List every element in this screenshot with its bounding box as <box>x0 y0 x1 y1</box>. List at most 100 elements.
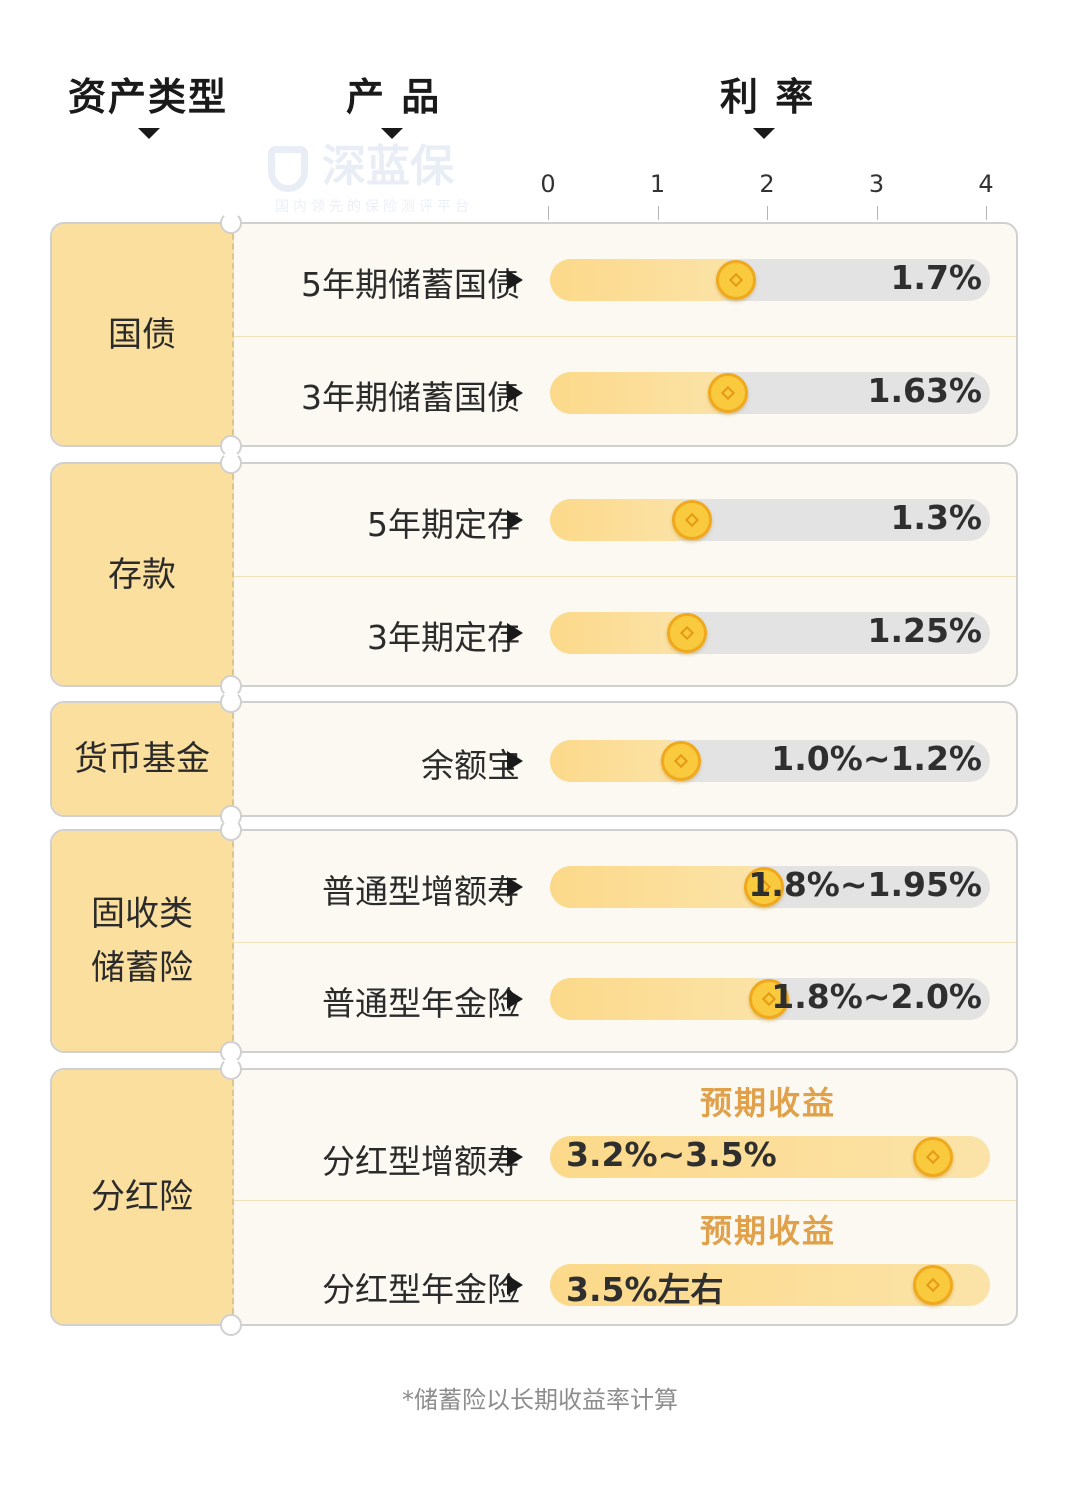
rate-axis: 0 1 2 3 4 <box>0 0 1080 230</box>
rate-bar <box>550 865 768 908</box>
product-name: 3年期定存 <box>367 617 520 657</box>
play-arrow-icon <box>507 622 523 643</box>
axis-tick-mark <box>657 206 659 220</box>
rate-bar-track <box>550 371 990 414</box>
rate-bar <box>550 259 741 301</box>
ticket-notch <box>220 819 242 841</box>
coin-marker-icon <box>672 500 713 540</box>
asset-group: 国债 5年期储蓄国债 1.7% 3年期储蓄国债 1.63% <box>50 212 1020 457</box>
product-name: 余额宝 <box>421 746 520 785</box>
axis-tick-label: 2 <box>759 170 775 198</box>
product-row: 预期收益分红型年金险 3.5%左右 <box>52 1200 1020 1328</box>
product-name: 分红型增额寿 <box>322 1142 520 1181</box>
rate-bar-track <box>550 1264 990 1306</box>
axis-tick-mark <box>548 206 549 220</box>
axis-tick-mark <box>986 206 987 220</box>
rate-value-label: 1.8%~1.95% <box>748 864 982 904</box>
watermark-logo: 深蓝保 <box>268 130 454 194</box>
rate-value-label: 1.0%~1.2% <box>771 739 982 778</box>
ticket-notch <box>220 212 242 234</box>
axis-tick-label: 4 <box>978 170 994 198</box>
coin-marker-icon <box>743 866 784 907</box>
header-rate: 利 率 <box>720 75 816 119</box>
row-divider <box>234 1200 1016 1201</box>
rate-bar-track <box>550 977 990 1020</box>
rate-bar <box>550 371 733 414</box>
play-arrow-icon <box>507 1147 523 1167</box>
play-arrow-icon <box>507 988 523 1009</box>
ticket-notch <box>220 1314 242 1336</box>
product-row: 3年期储蓄国债 1.63% <box>52 336 1020 449</box>
product-name: 普通型年金险 <box>322 983 520 1023</box>
play-arrow-icon <box>507 270 523 290</box>
coin-marker-icon <box>716 260 757 300</box>
play-arrow-icon <box>507 510 523 530</box>
product-row: 余额宝 1.0%~1.2% <box>52 703 1020 819</box>
ticket-notch <box>220 691 242 713</box>
product-name: 分红型年金险 <box>322 1270 520 1309</box>
coin-marker-icon <box>661 741 702 781</box>
axis-tick-label: 1 <box>649 170 666 198</box>
header-product-arrow-icon <box>381 128 403 139</box>
rate-value-label: 1.63% <box>867 370 983 410</box>
asset-category-label: 国债 <box>52 224 234 445</box>
coin-marker-icon <box>913 1137 954 1177</box>
rate-bar-track <box>550 259 990 301</box>
ticket-notch <box>220 1058 242 1080</box>
coin-marker-icon <box>749 978 789 1019</box>
expected-return-note: 预期收益 <box>700 1212 837 1250</box>
watermark-brand: 深蓝保 <box>322 141 454 192</box>
expected-return-note: 预期收益 <box>700 1084 837 1122</box>
asset-group: 分红险 预期收益 分红型增额寿 3.2%~3.5% 预期收益 分红型年金险 3.5%左右 <box>50 1058 1020 1336</box>
rate-bar <box>550 977 773 1020</box>
ticket-notch <box>220 452 242 474</box>
rate-value-label: 1.8%~2.0% <box>771 976 982 1016</box>
rate-value-label: 1.25% <box>867 610 983 650</box>
asset-group: 货币基金 余额宝 1.0%~1.2% <box>50 691 1020 827</box>
play-arrow-icon <box>507 751 523 771</box>
rate-value-label: 1.3% <box>890 498 982 537</box>
coin-marker-icon <box>913 1265 954 1305</box>
shield-icon <box>268 146 308 192</box>
rate-bar-track <box>550 865 990 908</box>
rate-value-label: 1.7% <box>890 258 982 297</box>
axis-tick-mark <box>767 206 768 220</box>
header-asset-type-arrow-icon <box>138 128 160 139</box>
asset-category-label: 存款 <box>52 464 234 685</box>
product-row: 3年期定存 1.25% <box>52 576 1020 689</box>
axis-tick-mark <box>876 206 878 220</box>
header-rate-arrow-icon <box>753 128 775 139</box>
rate-bar-track <box>550 1136 990 1178</box>
header-product: 产 品 <box>346 75 442 119</box>
row-divider <box>234 336 1016 337</box>
rate-bar-track <box>550 611 990 654</box>
asset-group: 固收类 储蓄险 普通型增额寿 1.8%~1.95% 普通型年金险 1.8%~2.0% <box>50 819 1020 1063</box>
rate-bar-track <box>550 740 990 782</box>
row-divider <box>234 576 1016 577</box>
product-name: 3年期储蓄国债 <box>301 377 520 417</box>
asset-category-label: 货币基金 <box>52 703 234 815</box>
play-arrow-icon <box>507 382 523 403</box>
product-name: 普通型增额寿 <box>322 871 520 911</box>
axis-tick-label: 3 <box>868 170 885 198</box>
rate-bar-track <box>550 499 990 541</box>
product-name: 5年期储蓄国债 <box>301 265 520 304</box>
coin-marker-icon <box>708 372 749 413</box>
asset-category-label: 分红险 <box>52 1070 234 1324</box>
header-asset-type: 资产类型 <box>68 75 229 119</box>
product-row: 普通型年金险 1.8%~2.0% <box>52 942 1020 1055</box>
asset-group: 存款 5年期定存 1.3% 3年期定存 1.25% <box>50 452 1020 697</box>
footnote: *储蓄险以长期收益率计算 <box>402 1386 678 1414</box>
row-divider <box>234 942 1016 943</box>
axis-tick-label: 0 <box>540 170 556 198</box>
product-row: 普通型增额寿 1.8%~1.95% <box>52 831 1020 942</box>
play-arrow-icon <box>507 876 523 897</box>
rate-value-label: 3.5%左右 <box>566 1270 724 1309</box>
asset-category-label: 固收类 储蓄险 <box>52 831 234 1051</box>
product-row: 预期收益分红型增额寿 3.2%~3.5% <box>52 1070 1020 1200</box>
play-arrow-icon <box>507 1275 523 1295</box>
product-row: 5年期储蓄国债 1.7% <box>52 224 1020 336</box>
product-row: 5年期定存 1.3% <box>52 464 1020 576</box>
rate-value-label: 3.2%~3.5% <box>566 1135 777 1174</box>
coin-marker-icon <box>666 612 707 653</box>
